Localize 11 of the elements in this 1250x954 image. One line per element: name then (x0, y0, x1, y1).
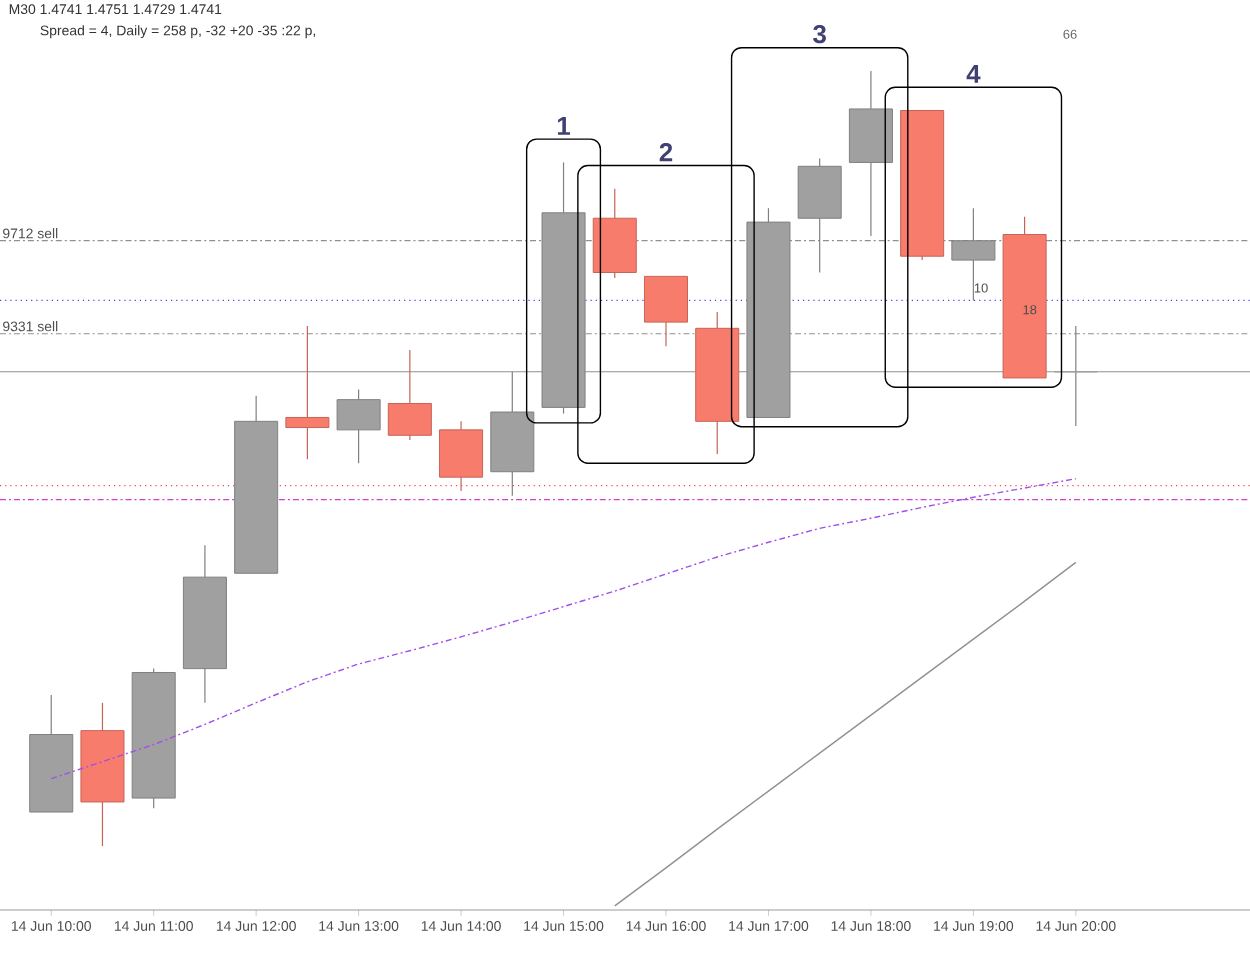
candlestick (439, 420, 484, 492)
candlestick (285, 325, 330, 460)
annotation: 1 (557, 116, 571, 135)
candlestick (643, 275, 689, 347)
text: 3 (813, 24, 826, 44)
annotation: 4 (966, 65, 981, 83)
candlestick (1053, 325, 1099, 427)
candlestick (951, 207, 996, 302)
candlestick (336, 388, 381, 464)
annotation: 2 (659, 143, 673, 162)
candlestick (387, 349, 432, 441)
